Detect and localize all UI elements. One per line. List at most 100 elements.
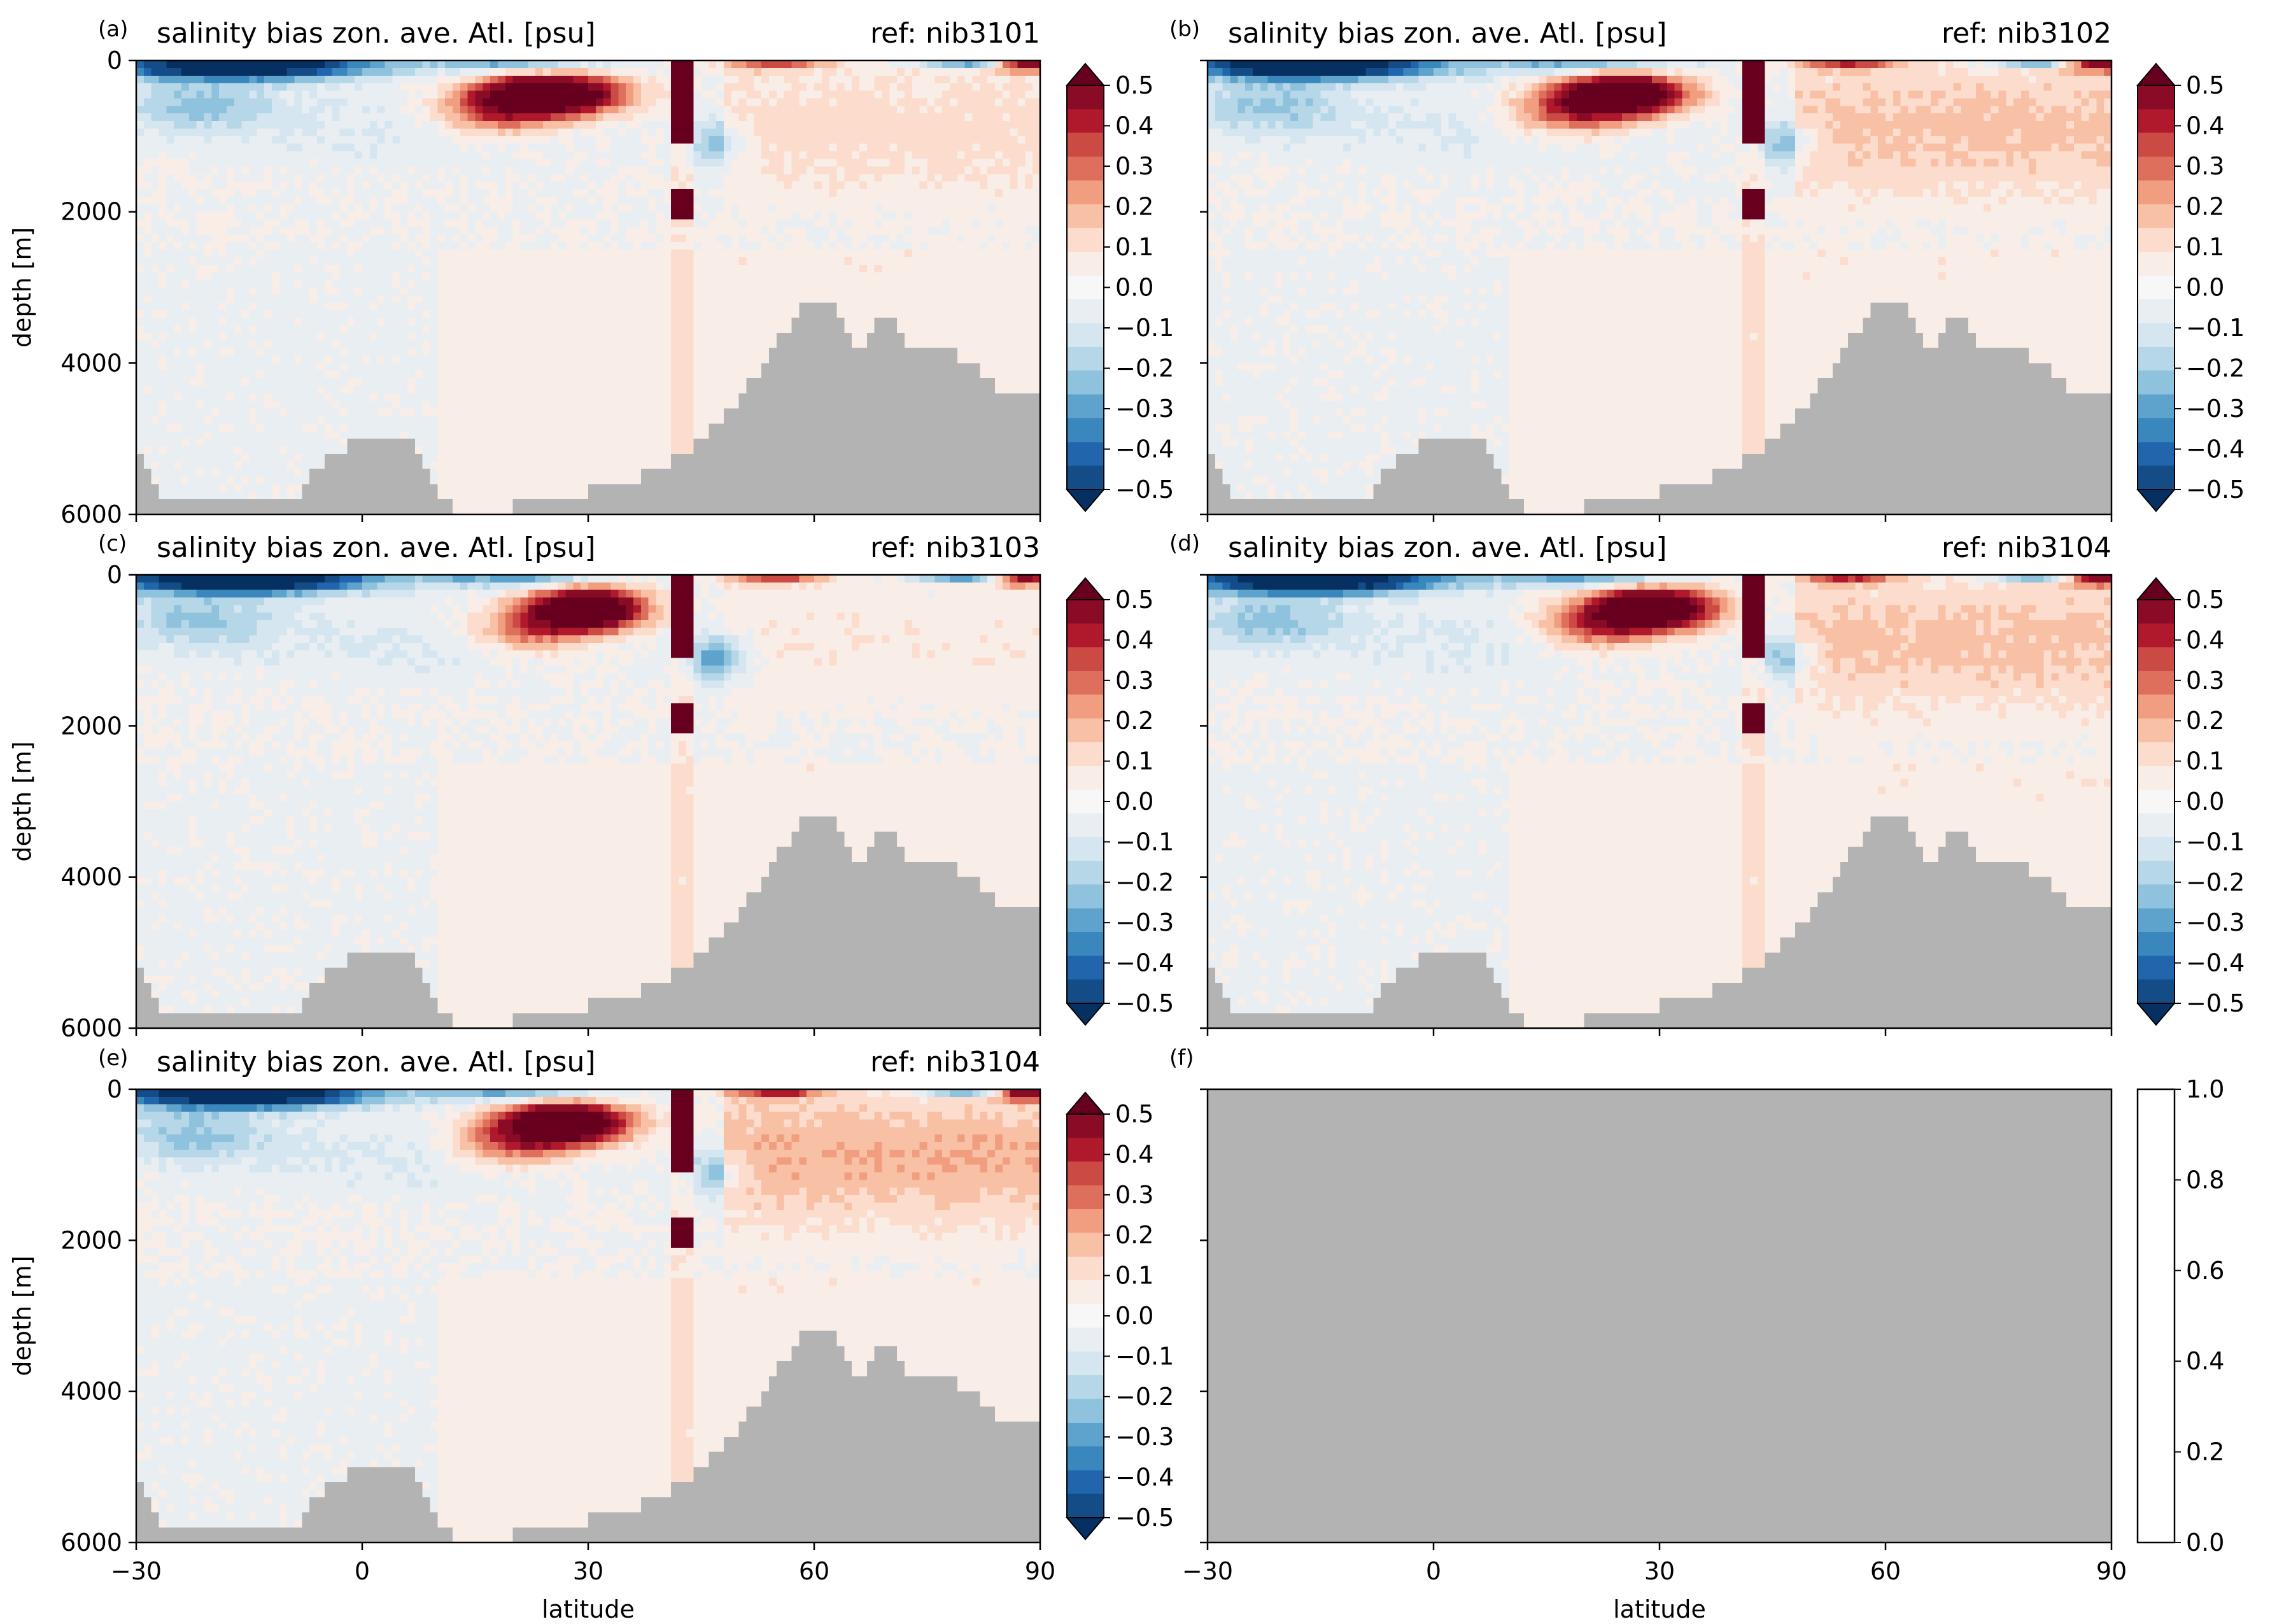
colorbar-band	[1067, 861, 1104, 886]
colorbar-band	[1067, 1209, 1104, 1234]
colorbar-extend-max	[1065, 62, 1106, 86]
colorbar-band	[1067, 789, 1104, 814]
colorbar-tick-label: −0.4	[1115, 949, 1174, 977]
colorbar-band	[2138, 742, 2175, 766]
colorbar-tick-label: −0.3	[2186, 395, 2245, 423]
x-tick-label: 0	[355, 1557, 370, 1585]
colorbar-band	[1067, 1114, 1104, 1138]
colorbar-tick-label: 0.3	[2186, 667, 2224, 695]
colorbar-band	[2138, 109, 2175, 134]
colorbar: 0.5 0.4 0.3 0.2 0.1 0.0 −0.1 −0.2 −0.3 −0.4 −0.5	[2136, 62, 2245, 512]
colorbar-band	[2138, 442, 2175, 467]
colorbar-band	[1067, 1351, 1104, 1376]
colorbar-band	[2138, 789, 2175, 814]
colorbar-tick-label: 0.4	[2186, 1347, 2224, 1375]
x-axis-label: latitude	[1613, 1595, 1706, 1623]
colorbar-extend-min	[2136, 1003, 2176, 1026]
colorbar-tick-label: 0.3	[1115, 152, 1153, 180]
panel-letter: (f)	[1169, 1045, 1194, 1071]
colorbar-tick-label: 0.0	[2186, 787, 2224, 816]
colorbar: 0.5 0.4 0.3 0.2 0.1 0.0 −0.1 −0.2 −0.3 −0.4 −0.5	[1065, 62, 1174, 512]
colorbar-band	[1067, 346, 1104, 371]
colorbar-band	[1067, 323, 1104, 348]
colorbar-tick-label: 0.4	[1115, 626, 1153, 654]
colorbar-extend-min	[1065, 1517, 1106, 1541]
colorbar-tick-label: −0.1	[1115, 314, 1174, 342]
colorbar-band	[1067, 1493, 1104, 1518]
colorbar-band	[1067, 1185, 1104, 1210]
y-tick-label: 4000	[60, 863, 122, 891]
colorbar-tick-label: 0.1	[2186, 233, 2224, 261]
colorbar-band	[2138, 861, 2175, 886]
colorbar-tick-label: −0.2	[2186, 868, 2245, 896]
y-tick-label: 0	[107, 46, 122, 74]
colorbar-band	[2138, 299, 2175, 324]
colorbar-tick-label: −0.2	[1115, 355, 1174, 383]
y-tick-label: 6000	[60, 1529, 122, 1557]
y-axis-label: depth [m]	[8, 741, 36, 861]
colorbar-tick-label: 0.0	[1115, 274, 1153, 302]
panel-title: salinity bias zon. ave. Atl. [psu]	[157, 1046, 596, 1078]
colorbar-tick-label: −0.2	[1115, 868, 1174, 896]
colorbar-tick-label: 0.5	[2186, 586, 2224, 614]
colorbar-extend-max	[1065, 577, 1106, 600]
y-tick-label: 6000	[60, 500, 122, 528]
colorbar-tick-label: −0.1	[2186, 828, 2245, 856]
colorbar-band	[2138, 956, 2175, 980]
colorbar-tick-label: 0.2	[2186, 707, 2224, 735]
colorbar-band	[2138, 418, 2175, 442]
colorbar-band	[1067, 1422, 1104, 1447]
panel-ref-label: ref: nib3101	[870, 17, 1040, 50]
x-tick-label: 0	[1426, 1557, 1441, 1585]
x-tick-label: 60	[1870, 1557, 1901, 1585]
colorbar-band	[1067, 371, 1104, 395]
colorbar-tick-label: −0.5	[1115, 989, 1174, 1017]
colorbar-band	[1067, 1327, 1104, 1352]
heatmap-cells	[1208, 575, 2112, 1029]
colorbar-band	[1067, 647, 1104, 672]
panel-ref-label: ref: nib3104	[870, 1046, 1040, 1078]
colorbar-band	[2138, 979, 2175, 1004]
colorbar-tick-label: 0.1	[1115, 1262, 1153, 1290]
panel-a: (a) salinity bias zon. ave. Atl. [psu] ref…	[8, 17, 1174, 528]
y-axis-label: depth [m]	[8, 227, 36, 348]
panel-ref-label: ref: nib3104	[1942, 532, 2111, 564]
colorbar-tick-label: 0.2	[2186, 193, 2224, 221]
empty-panel-fill	[1208, 1089, 2111, 1543]
colorbar-band	[2138, 132, 2175, 157]
colorbar-tick-label: 0.8	[2186, 1166, 2224, 1194]
colorbar-extend-max	[2136, 62, 2176, 86]
panel-letter: (a)	[98, 17, 128, 42]
colorbar-tick-label: −0.1	[1115, 1342, 1174, 1370]
colorbar-tick-label: −0.5	[2186, 476, 2245, 504]
colorbar-band	[1067, 394, 1104, 419]
colorbar-tick-label: 0.2	[1115, 193, 1153, 221]
colorbar-band	[1067, 766, 1104, 790]
panel-b: (b) salinity bias zon. ave. Atl. [psu] ref…	[1169, 17, 2245, 522]
colorbar-tick-label: 0.5	[1115, 1100, 1153, 1128]
colorbar-band	[1067, 132, 1104, 157]
colorbar-tick-label: 0.0	[2186, 274, 2224, 302]
colorbar-band	[1067, 251, 1104, 276]
colorbar-extend-min	[1065, 489, 1106, 512]
colorbar-band	[1067, 979, 1104, 1004]
colorbar-band	[2138, 204, 2175, 229]
colorbar-band	[1067, 1399, 1104, 1423]
colorbar-tick-label: 0.5	[1115, 71, 1153, 99]
panel-title: salinity bias zon. ave. Atl. [psu]	[1228, 17, 1667, 50]
colorbar-band	[2138, 346, 2175, 371]
colorbar-band	[2138, 275, 2175, 300]
colorbar-band	[1067, 442, 1104, 467]
colorbar-band	[2138, 85, 2175, 109]
colorbar-tick-label: −0.5	[1115, 1504, 1174, 1532]
colorbar-band	[1067, 465, 1104, 490]
colorbar-tick-label: 0.4	[2186, 626, 2224, 654]
colorbar-tick-label: 0.5	[2186, 71, 2224, 99]
colorbar-tick-label: 0.3	[1115, 1181, 1153, 1209]
colorbar-band	[1067, 228, 1104, 253]
colorbar-band	[2138, 251, 2175, 276]
colorbar-band	[1067, 600, 1104, 624]
x-tick-label: 60	[799, 1557, 829, 1585]
x-tick-label: 30	[1644, 1557, 1675, 1585]
colorbar-band	[2138, 932, 2175, 956]
